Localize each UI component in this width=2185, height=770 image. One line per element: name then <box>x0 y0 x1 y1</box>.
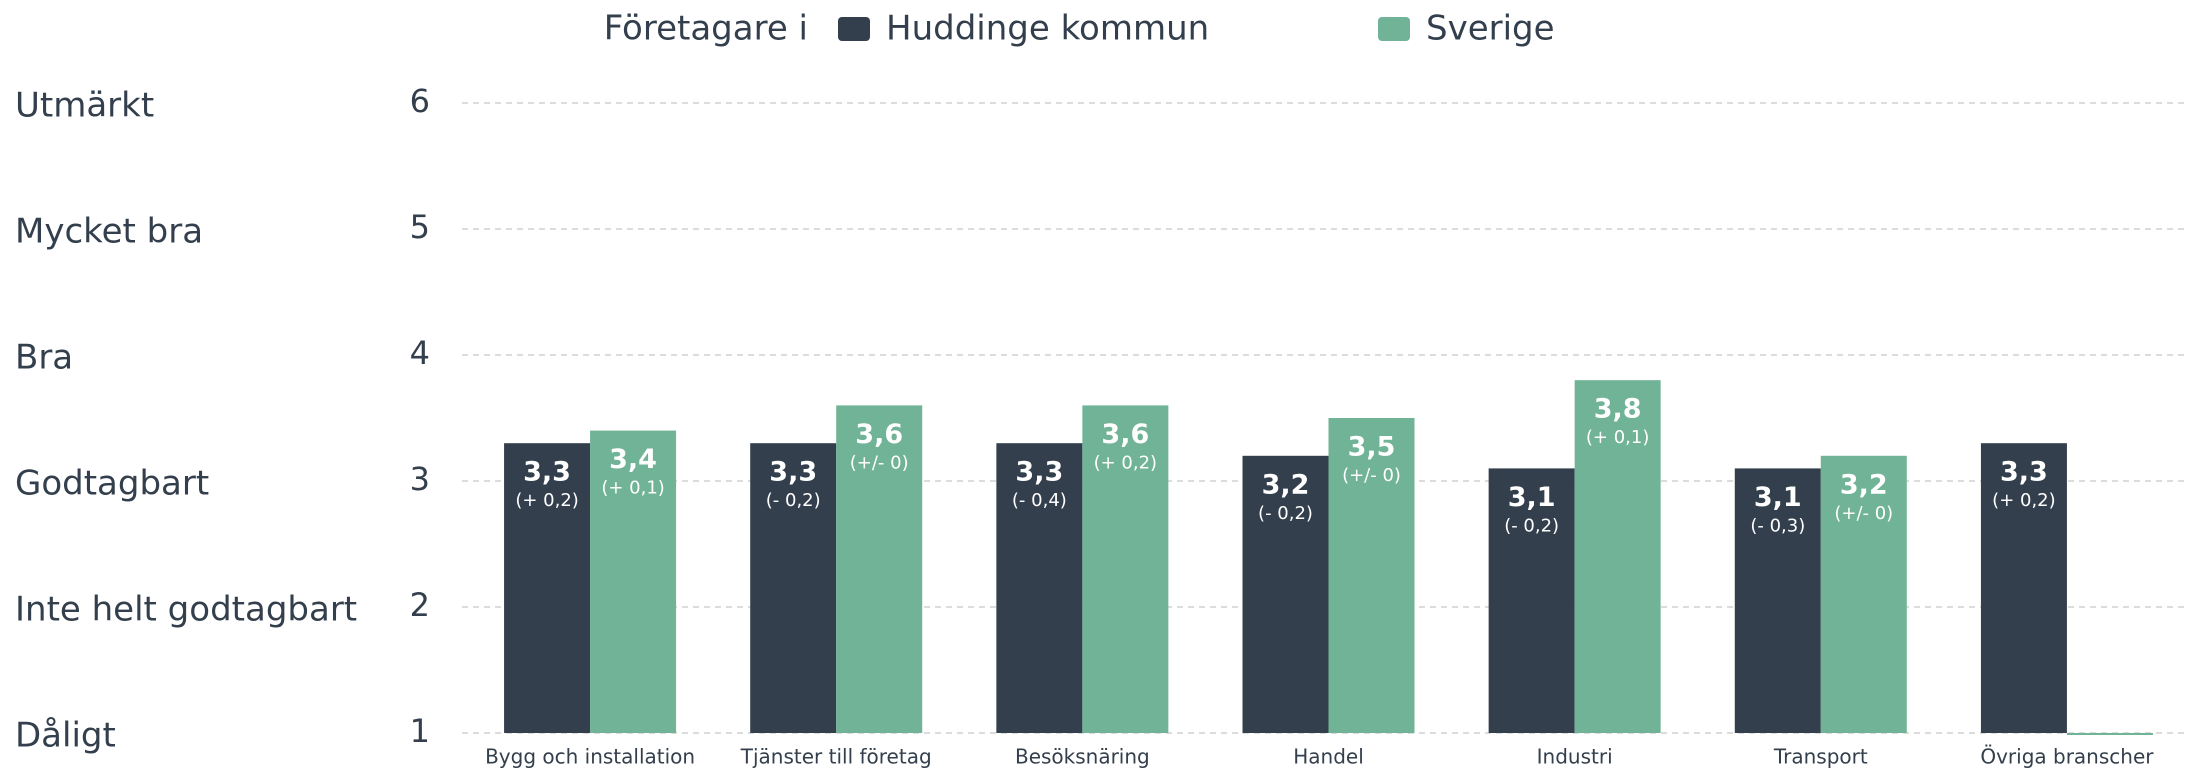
delta-label: (- 0,4) <box>1012 490 1067 511</box>
value-label: 3,2 <box>1840 469 1888 500</box>
y-rating-label: Godtagbart <box>15 464 209 504</box>
x-tick-label: Övriga branscher <box>1980 745 2154 769</box>
value-label: 3,3 <box>769 457 817 488</box>
bar <box>504 443 591 733</box>
bar <box>2066 733 2153 735</box>
delta-label: (+ 0,2) <box>1992 490 2055 511</box>
legend-label: Huddinge kommun <box>886 9 1209 49</box>
delta-label: (+/- 0) <box>850 452 909 473</box>
value-label: 3,2 <box>1262 469 1310 500</box>
value-label: 3,3 <box>523 457 571 488</box>
delta-label: (+/- 0) <box>1834 503 1893 524</box>
value-label: 3,3 <box>1015 457 1063 488</box>
legend-swatch <box>1378 17 1410 41</box>
y-rating-label: Utmärkt <box>15 86 154 126</box>
x-tick-label: Transport <box>1773 745 1868 769</box>
y-rating-label: Inte helt godtagbart <box>15 590 357 630</box>
bar <box>1980 443 2067 733</box>
delta-label: (- 0,2) <box>1504 515 1559 536</box>
value-label: 3,8 <box>1594 394 1642 425</box>
bar <box>1734 468 1821 733</box>
bar <box>1242 455 1329 733</box>
bar <box>590 430 677 733</box>
y-tick-label: 1 <box>410 712 430 750</box>
value-label: 3,6 <box>855 419 903 450</box>
y-tick-label: 2 <box>410 586 430 624</box>
delta-label: (+ 0,1) <box>1586 427 1649 448</box>
delta-label: (- 0,2) <box>1258 503 1313 524</box>
value-label: 3,5 <box>1348 432 1396 463</box>
legend-label: Sverige <box>1426 9 1555 49</box>
y-rating-label: Bra <box>15 338 73 378</box>
y-tick-label: 6 <box>410 82 430 120</box>
bar <box>836 405 923 733</box>
legend-title: Företagare i <box>604 9 808 49</box>
delta-label: (- 0,3) <box>1750 515 1805 536</box>
bar <box>1574 380 1661 733</box>
bar <box>1082 405 1169 733</box>
bar <box>996 443 1083 733</box>
delta-label: (- 0,2) <box>766 490 821 511</box>
y-tick-label: 5 <box>410 208 430 246</box>
value-label: 3,1 <box>1508 482 1556 513</box>
delta-label: (+/- 0) <box>1342 465 1401 486</box>
x-tick-label: Besöksnäring <box>1015 745 1150 769</box>
bar <box>1488 468 1575 733</box>
delta-label: (+ 0,2) <box>515 490 578 511</box>
delta-label: (+ 0,1) <box>601 478 664 499</box>
y-tick-label: 4 <box>410 334 430 372</box>
value-label: 3,3 <box>2000 457 2048 488</box>
x-tick-label: Handel <box>1293 745 1364 769</box>
y-rating-label: Mycket bra <box>15 212 203 252</box>
value-label: 3,1 <box>1754 482 1802 513</box>
delta-label: (+ 0,2) <box>1094 452 1157 473</box>
y-tick-label: 3 <box>410 460 430 498</box>
value-label: 3,4 <box>609 444 657 475</box>
y-rating-label: Dåligt <box>15 716 116 756</box>
x-tick-label: Bygg och installation <box>485 745 695 769</box>
x-tick-label: Tjänster till företag <box>740 745 932 769</box>
bar <box>1820 455 1907 733</box>
x-tick-label: Industri <box>1537 745 1613 769</box>
bar <box>750 443 837 733</box>
legend-swatch <box>838 17 870 41</box>
value-label: 3,6 <box>1101 419 1149 450</box>
bar <box>1328 418 1415 733</box>
